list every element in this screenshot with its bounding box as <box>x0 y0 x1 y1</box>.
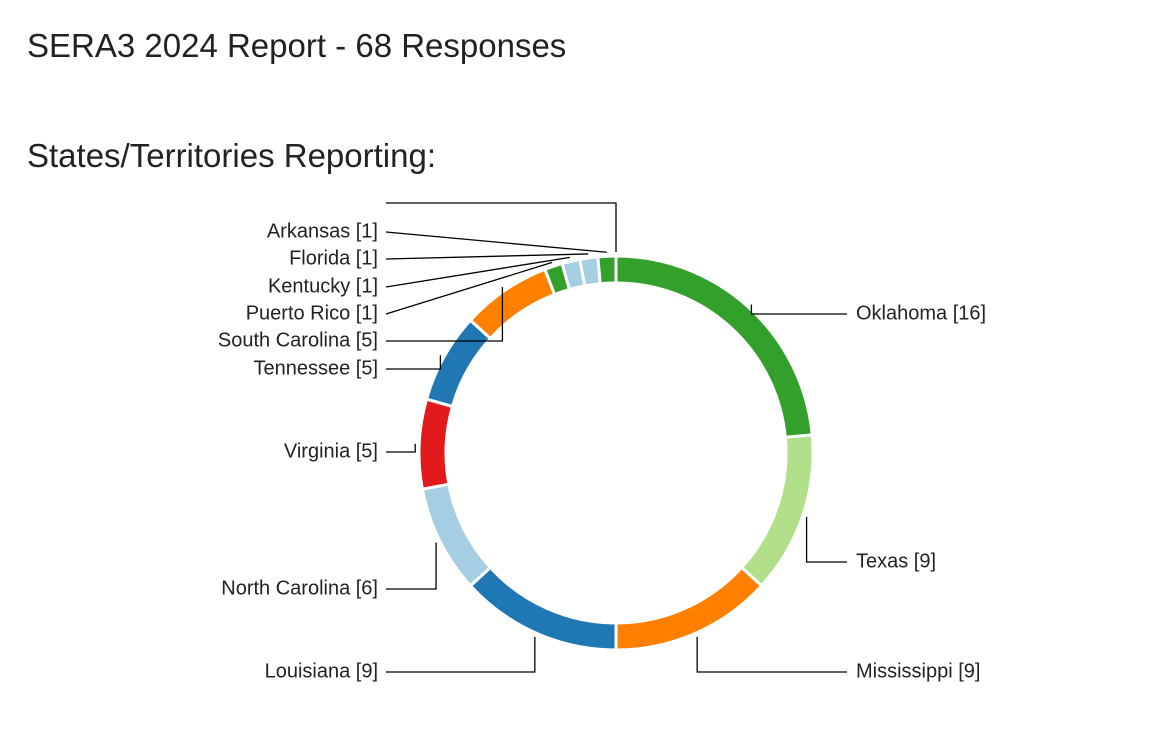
slice-label-tennessee: Tennessee [5] <box>253 357 378 379</box>
top-marker-line <box>386 202 617 252</box>
slice-mississippi <box>614 565 764 652</box>
slice-label-florida: Florida [1] <box>289 247 378 269</box>
slice-label-north-carolina: North Carolina [6] <box>221 577 378 599</box>
leader-line-arkansas <box>385 231 607 253</box>
slice-label-louisiana: Louisiana [9] <box>265 660 378 682</box>
slice-virginia <box>417 397 455 491</box>
slice-label-mississippi: Mississippi [9] <box>856 660 980 682</box>
slice-label-texas: Texas [9] <box>856 550 936 572</box>
leader-line-mississippi <box>696 636 847 673</box>
leader-line-tennessee <box>386 355 442 370</box>
slice-label-puerto-rico: Puerto Rico [1] <box>246 302 378 324</box>
leader-line-florida <box>385 253 589 260</box>
slice-north-carolina <box>420 482 493 588</box>
slice-tennessee <box>424 318 493 409</box>
leader-line-puerto-rico <box>385 261 553 315</box>
slice-louisiana <box>468 565 618 652</box>
report-title: SERA3 2024 Report - 68 Responses <box>27 27 567 64</box>
slice-label-oklahoma: Oklahoma [16] <box>856 302 986 324</box>
leader-line-kentucky <box>385 256 571 288</box>
slice-label-kentucky: Kentucky [1] <box>268 275 378 297</box>
slice-south-carolina <box>468 267 557 341</box>
slice-label-virginia: Virginia [5] <box>284 440 378 462</box>
leader-line-virginia <box>386 443 416 453</box>
leader-line-louisiana <box>386 636 536 673</box>
slice-arkansas <box>596 254 618 286</box>
leader-line-north-carolina <box>386 542 437 590</box>
slice-texas <box>739 433 815 588</box>
leader-line-south-carolina <box>386 287 504 342</box>
slice-oklahoma <box>614 254 814 439</box>
slice-label-arkansas: Arkansas [1] <box>267 220 378 242</box>
section-title: States/Territories Reporting: <box>27 137 437 174</box>
leader-line-oklahoma <box>750 304 847 315</box>
slice-label-south-carolina: South Carolina [5] <box>218 329 378 351</box>
leader-line-texas <box>805 516 847 563</box>
